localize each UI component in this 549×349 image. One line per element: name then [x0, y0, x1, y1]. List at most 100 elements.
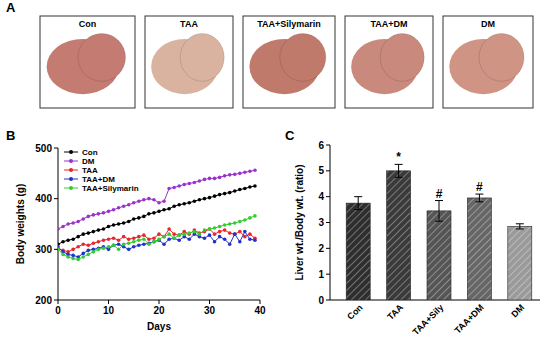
figure: ABCConTAATAA+SilymarinTAA+DMDM2003004005…: [0, 0, 549, 349]
marker: [243, 171, 247, 175]
y-tick: [326, 300, 330, 301]
marker: [107, 210, 111, 214]
marker: [188, 237, 192, 241]
marker: [127, 248, 131, 252]
error-cap: [475, 201, 483, 202]
marker: [66, 222, 70, 226]
legend-label: TAA: [82, 166, 98, 175]
marker: [87, 249, 91, 253]
marker: [182, 232, 186, 236]
marker: [152, 198, 156, 202]
error-cap: [354, 196, 362, 197]
error-bar: [395, 164, 403, 177]
marker: [102, 211, 106, 215]
marker: [137, 243, 141, 247]
marker: [112, 243, 116, 247]
marker: [208, 233, 212, 237]
x-label: Days: [147, 321, 171, 332]
marker: [76, 220, 80, 224]
marker: [177, 233, 181, 237]
y-tick: [54, 249, 58, 250]
annotation: #: [436, 187, 443, 201]
marker: [132, 217, 136, 221]
y-label: Body weights (g): [15, 184, 26, 265]
photo: TAA+Silymarin: [243, 16, 335, 108]
marker: [213, 240, 217, 244]
marker: [233, 173, 237, 177]
marker: [193, 230, 197, 234]
marker: [223, 237, 227, 241]
liver-lobe: [380, 33, 424, 81]
marker: [137, 199, 141, 203]
photo: TAA+DM: [345, 16, 433, 108]
y-tick: [54, 148, 58, 149]
marker: [127, 203, 131, 207]
marker: [233, 232, 237, 236]
marker: [233, 189, 237, 193]
marker: [66, 238, 70, 242]
bar: [387, 171, 411, 300]
marker: [208, 177, 212, 181]
marker: [112, 236, 116, 240]
x-tick: [108, 300, 109, 304]
marker: [208, 227, 212, 231]
marker: [162, 235, 166, 239]
marker: [117, 222, 121, 226]
marker: [203, 197, 207, 201]
marker: [61, 240, 65, 244]
photo-frame: [443, 16, 533, 108]
error-line: [398, 164, 399, 177]
legend-marker: [69, 159, 73, 163]
marker: [157, 237, 161, 241]
error-cap: [435, 221, 443, 222]
photo-frame: [145, 16, 233, 108]
series-line: [58, 216, 255, 260]
marker: [188, 231, 192, 235]
bar: [427, 211, 451, 300]
marker: [238, 188, 242, 192]
photo-frame: [345, 16, 433, 108]
x-tick-label: Con: [345, 302, 364, 321]
marker: [223, 174, 227, 178]
marker: [167, 237, 171, 241]
marker: [97, 212, 101, 216]
y-tick: [326, 196, 330, 197]
marker: [92, 230, 96, 234]
marker: [81, 242, 85, 246]
y-tick: [326, 170, 330, 171]
marker: [71, 221, 75, 225]
marker: [253, 214, 257, 218]
marker: [58, 248, 60, 252]
y-tick-label: 1: [318, 269, 324, 280]
marker: [157, 232, 161, 236]
error-cap: [354, 209, 362, 210]
photo-label: TAA: [180, 19, 198, 29]
marker: [142, 242, 146, 246]
marker: [248, 185, 252, 189]
x-tick: [260, 300, 261, 304]
marker: [162, 199, 166, 203]
error-cap: [516, 228, 524, 229]
marker: [152, 240, 156, 244]
marker: [253, 238, 257, 242]
marker: [87, 215, 91, 219]
marker: [223, 228, 227, 232]
error-bar: [435, 201, 443, 222]
error-bar: [354, 197, 362, 210]
marker: [248, 237, 252, 241]
marker: [162, 208, 166, 212]
x-tick-label: 30: [204, 305, 216, 316]
marker: [228, 191, 232, 195]
marker: [66, 255, 70, 259]
marker: [87, 253, 91, 257]
series-line: [58, 170, 255, 229]
marker: [198, 232, 202, 236]
liver-lobe: [280, 33, 326, 81]
panel-label: B: [6, 128, 15, 143]
photo: TAA: [145, 16, 233, 108]
y-tick-label: 300: [35, 244, 52, 255]
legend: ConDMTAATAA+DMTAA+Silymarin: [64, 148, 139, 193]
marker: [243, 218, 247, 222]
bar: [508, 226, 532, 300]
x-tick: [159, 300, 160, 304]
